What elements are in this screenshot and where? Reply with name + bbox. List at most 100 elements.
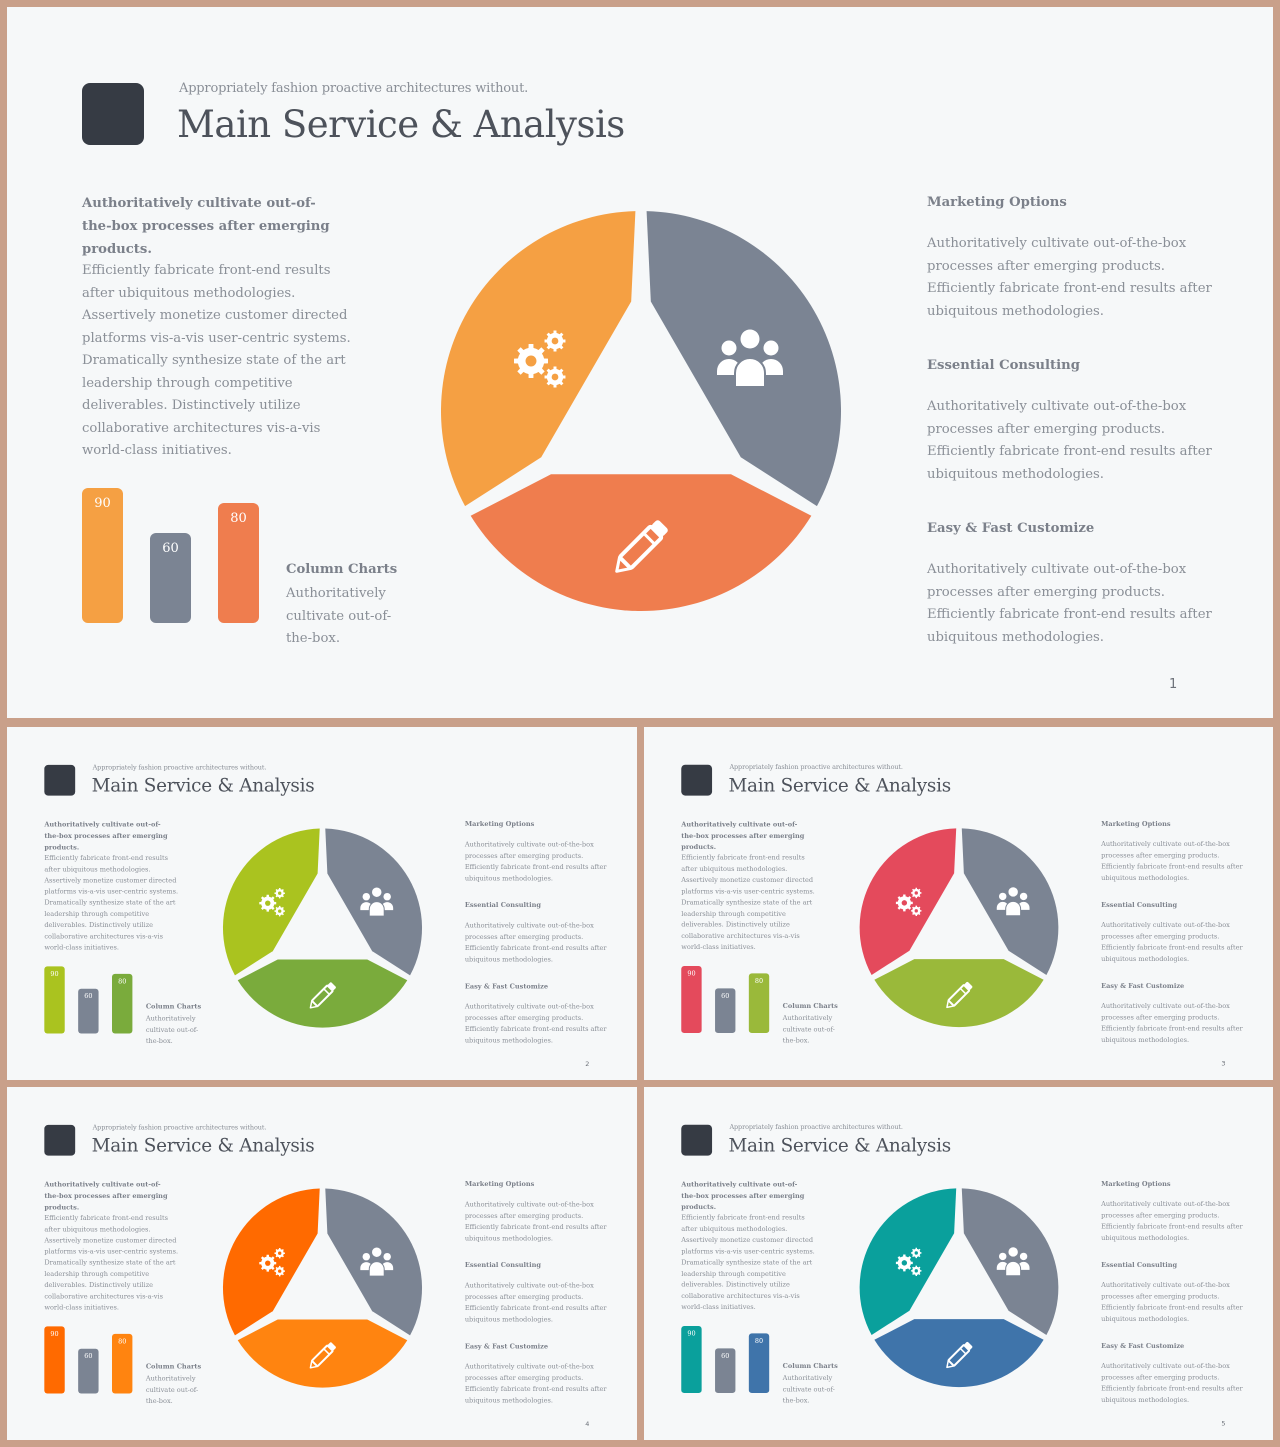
section-heading-1: Marketing Options	[1101, 1180, 1171, 1188]
pencil-icon	[946, 981, 973, 1009]
section-heading-1: Marketing Options	[927, 195, 1067, 210]
section-heading-2: Essential Consulting	[464, 901, 541, 910]
logo-square	[44, 1124, 76, 1156]
bar-value-label: 80	[230, 511, 247, 526]
section-text-2: Authoritatively cultivate out-of-the-box…	[464, 922, 607, 964]
slide-2[interactable]: Appropriately fashion proactive architec…	[7, 727, 637, 1080]
logo-square	[44, 764, 76, 796]
column-charts-heading: Column Charts	[145, 1003, 202, 1011]
bar-2: 60	[150, 533, 191, 623]
column-charts-text: Authoritatively cultivate out-of-the-box…	[286, 586, 392, 646]
bar-value-label: 60	[721, 992, 730, 1000]
section-text-1: Authoritatively cultivate out-of-the-box…	[464, 1200, 607, 1243]
body-text: Efficiently fabricate front-end results …	[681, 1214, 815, 1312]
bar-value-label: 90	[50, 1330, 59, 1338]
segment-bottom	[470, 474, 812, 611]
slide-1[interactable]: Appropriately fashion proactive architec…	[7, 7, 1273, 718]
bar-2: 60	[78, 988, 99, 1034]
section-heading-3: Easy & Fast Customize	[927, 521, 1095, 536]
section-heading-1: Marketing Options	[464, 820, 535, 829]
segment-bottom	[237, 959, 408, 1028]
column-charts-heading: Column Charts	[782, 1002, 838, 1011]
cycle-diagram	[859, 828, 1059, 1028]
body-text: Efficiently fabricate front-end results …	[44, 1214, 179, 1312]
users-icon	[996, 1247, 1030, 1277]
section-heading-2: Essential Consulting	[1101, 1261, 1178, 1269]
bar-1: 90	[44, 966, 65, 1034]
bar-1: 90	[44, 1326, 65, 1394]
section-heading-2: Essential Consulting	[927, 358, 1080, 373]
section-heading-3: Easy & Fast Customize	[1101, 1342, 1185, 1350]
slide-4[interactable]: Appropriately fashion proactive architec…	[7, 1087, 637, 1440]
section-heading-1: Marketing Options	[464, 1180, 535, 1189]
gears-icon	[895, 1247, 922, 1277]
lead-text: Authoritatively cultivate out-of-the-box…	[44, 821, 168, 852]
section-heading-2: Essential Consulting	[1101, 901, 1178, 909]
column-charts-heading: Column Charts	[286, 562, 398, 577]
page-number: 3	[1221, 1059, 1226, 1068]
bar-2: 60	[78, 1348, 99, 1394]
users-icon	[360, 887, 394, 917]
bar-value-label: 80	[118, 977, 127, 986]
bar-2: 60	[715, 1348, 736, 1394]
lead-text: Authoritatively cultivate out-of-the-box…	[82, 196, 330, 257]
section-text-1: Authoritatively cultivate out-of-the-box…	[927, 236, 1212, 319]
bar-value-label: 90	[50, 970, 59, 978]
page-title: Main Service & Analysis	[728, 1134, 951, 1157]
slide-5[interactable]: Appropriately fashion proactive architec…	[644, 1087, 1273, 1440]
bar-value-label: 80	[754, 1337, 764, 1345]
bar-3: 80	[748, 973, 770, 1034]
bar-3: 80	[112, 1333, 133, 1394]
slide-content: Appropriately fashion proactive architec…	[7, 727, 637, 1080]
tagline: Appropriately fashion proactive architec…	[729, 763, 903, 772]
bar-3: 80	[112, 973, 133, 1034]
bar-value-label: 60	[84, 1352, 93, 1361]
tagline: Appropriately fashion proactive architec…	[729, 1123, 903, 1132]
bar-1: 90	[681, 1325, 702, 1394]
column-charts-text: Authoritatively cultivate out-of-the-box…	[145, 1015, 199, 1045]
users-icon	[360, 1247, 394, 1277]
section-text-2: Authoritatively cultivate out-of-the-box…	[927, 399, 1212, 482]
section-heading-3: Easy & Fast Customize	[1101, 982, 1185, 990]
users-icon	[717, 329, 783, 388]
section-text-2: Authoritatively cultivate out-of-the-box…	[464, 1282, 607, 1324]
slide-3[interactable]: Appropriately fashion proactive architec…	[644, 727, 1273, 1080]
bar-value-label: 80	[118, 1337, 127, 1346]
lead-text: Authoritatively cultivate out-of-the-box…	[681, 1180, 805, 1212]
cycle-diagram	[222, 828, 423, 1028]
section-text-3: Authoritatively cultivate out-of-the-box…	[927, 562, 1212, 645]
column-charts-text: Authoritatively cultivate out-of-the-box…	[145, 1375, 199, 1405]
bar-value-label: 90	[687, 969, 696, 978]
body-text: Efficiently fabricate front-end results …	[82, 263, 351, 458]
bar-3: 80	[218, 503, 259, 623]
tagline: Appropriately fashion proactive architec…	[92, 1123, 267, 1132]
bar-value-label: 90	[94, 496, 111, 511]
logo-square	[82, 83, 144, 145]
body-text: Efficiently fabricate front-end results …	[44, 854, 179, 952]
section-text-1: Authoritatively cultivate out-of-the-box…	[464, 840, 607, 883]
column-charts-heading: Column Charts	[145, 1363, 202, 1371]
bar-value-label: 80	[754, 977, 764, 985]
logo-square	[681, 1124, 713, 1156]
section-text-2: Authoritatively cultivate out-of-the-box…	[1101, 1281, 1243, 1323]
tagline: Appropriately fashion proactive architec…	[92, 763, 267, 772]
page-number: 4	[585, 1420, 590, 1428]
pencil-icon	[309, 982, 336, 1009]
section-text-3: Authoritatively cultivate out-of-the-box…	[464, 1003, 607, 1045]
gears-icon	[259, 888, 285, 917]
slide-content: Appropriately fashion proactive architec…	[644, 727, 1273, 1080]
section-heading-3: Easy & Fast Customize	[464, 982, 549, 991]
section-heading-1: Marketing Options	[1101, 820, 1171, 828]
segment-bottom	[874, 959, 1044, 1028]
tagline: Appropriately fashion proactive architec…	[179, 81, 529, 96]
gears-icon	[514, 330, 566, 388]
bar-1: 90	[681, 965, 702, 1034]
page-number: 5	[1221, 1419, 1226, 1428]
section-text-1: Authoritatively cultivate out-of-the-box…	[1101, 840, 1243, 882]
section-text-2: Authoritatively cultivate out-of-the-box…	[1101, 921, 1243, 963]
bar-value-label: 90	[687, 1329, 696, 1338]
page-number: 2	[585, 1060, 590, 1068]
page-number: 1	[1169, 677, 1178, 692]
segment-bottom	[874, 1319, 1044, 1388]
page-title: Main Service & Analysis	[728, 774, 951, 797]
